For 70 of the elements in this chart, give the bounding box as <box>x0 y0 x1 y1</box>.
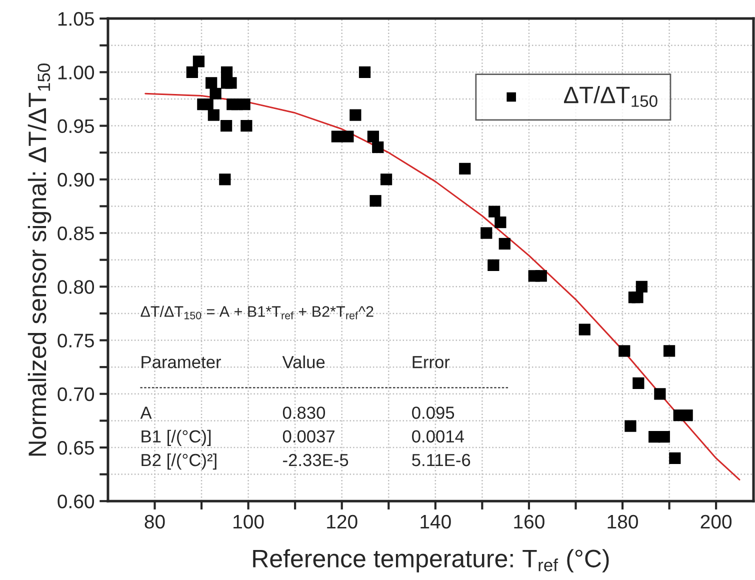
point <box>618 345 630 357</box>
point <box>225 77 237 89</box>
x-tick-label: 120 <box>327 514 358 529</box>
point <box>367 130 379 142</box>
x-tick-label: 160 <box>514 514 544 529</box>
legend-label: ΔT/ΔT$_{150}$ <box>564 86 658 107</box>
x-tick-label: 100 <box>234 514 264 529</box>
point <box>624 420 636 432</box>
point <box>498 238 510 250</box>
x-tick-label: 180 <box>608 514 638 529</box>
annotation: 0.0037 <box>282 430 334 443</box>
annotation: 0.0014 <box>412 430 464 443</box>
point <box>669 452 681 464</box>
point <box>578 324 590 336</box>
point <box>372 141 384 154</box>
point <box>632 292 644 304</box>
point <box>358 66 371 78</box>
annotation: Parameter <box>142 356 222 368</box>
point <box>210 88 222 100</box>
point <box>658 430 670 443</box>
point <box>208 109 220 121</box>
point <box>663 345 676 357</box>
point <box>535 270 547 282</box>
y-tick-label: 0.65 <box>58 440 94 455</box>
y-tick-label: 0.70 <box>58 387 94 402</box>
annotation: Value <box>282 356 325 368</box>
x-tick-label: 80 <box>144 514 165 529</box>
annotation: 5.11E-6 <box>412 454 470 466</box>
annotation: 0.830 <box>282 406 326 419</box>
annotation: ΔT/ΔT$_{150}$ = A + B1*T$_{ref}$ + B2*T$_{ref}$^2 <box>140 306 374 320</box>
y-tick-label: 0.95 <box>58 119 94 134</box>
y-tick-label: 0.60 <box>58 494 94 508</box>
point <box>240 120 252 132</box>
point <box>220 120 232 132</box>
y-tick-label: 0.90 <box>58 172 94 187</box>
point <box>632 377 644 389</box>
x-tick-label: 200 <box>700 514 732 529</box>
y-tick-label: 1.00 <box>58 66 94 80</box>
point <box>459 162 471 174</box>
point <box>654 388 666 400</box>
y-axis-title: Normalized sensor signal: ΔT/ΔT$_{150}$ <box>28 64 52 456</box>
point <box>186 66 198 78</box>
point <box>380 174 392 186</box>
point <box>370 195 382 207</box>
point <box>494 216 506 228</box>
annotation: -2.33E-5 <box>283 454 348 466</box>
point <box>192 56 205 68</box>
point <box>350 109 362 121</box>
x-tick-label: 140 <box>420 514 451 529</box>
point <box>480 227 492 239</box>
point <box>202 98 214 110</box>
point <box>238 98 250 110</box>
point <box>331 130 343 142</box>
y-tick-label: 0.75 <box>58 334 94 348</box>
annotation: Error <box>412 356 450 368</box>
point <box>488 259 500 272</box>
y-tick-label: 0.80 <box>58 280 94 294</box>
x-axis-title: Reference temperature: T$_{ref}$ (°C) <box>253 549 609 572</box>
point <box>342 130 354 142</box>
annotation: B2 [/(°C)²] <box>142 453 216 470</box>
annotation: 0.095 <box>412 406 454 419</box>
point <box>488 206 500 218</box>
annotation: A <box>140 406 152 419</box>
point <box>681 410 693 422</box>
y-tick-label: 1.05 <box>58 12 94 26</box>
point <box>219 174 231 186</box>
y-tick-label: 0.85 <box>58 226 94 240</box>
annotation: B1 [/(°C)] <box>142 430 211 446</box>
point <box>206 77 218 89</box>
point <box>636 280 648 292</box>
